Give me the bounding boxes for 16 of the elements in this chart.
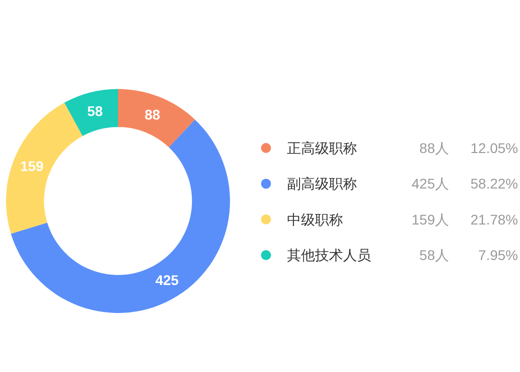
- text: 58人: [419, 247, 449, 264]
- text: 21.78%: [470, 211, 518, 228]
- text: 88人: [419, 140, 449, 156]
- text: 7.95%: [478, 247, 518, 264]
- text: 159人: [412, 211, 449, 228]
- text: 58.22%: [470, 176, 518, 192]
- data-label: 88: [144, 106, 160, 123]
- data-label: 425: [155, 272, 179, 288]
- text: 12.05%: [470, 140, 518, 156]
- legend-label: 副高级职称: [287, 176, 357, 192]
- text: 425人: [412, 176, 449, 192]
- legend-label: 中级职称: [287, 211, 343, 228]
- legend-label: 正高级职称: [287, 140, 357, 156]
- data-label: 159: [20, 158, 44, 174]
- legend-label: 其他技术人员: [287, 247, 371, 264]
- data-label: 58: [87, 102, 104, 119]
